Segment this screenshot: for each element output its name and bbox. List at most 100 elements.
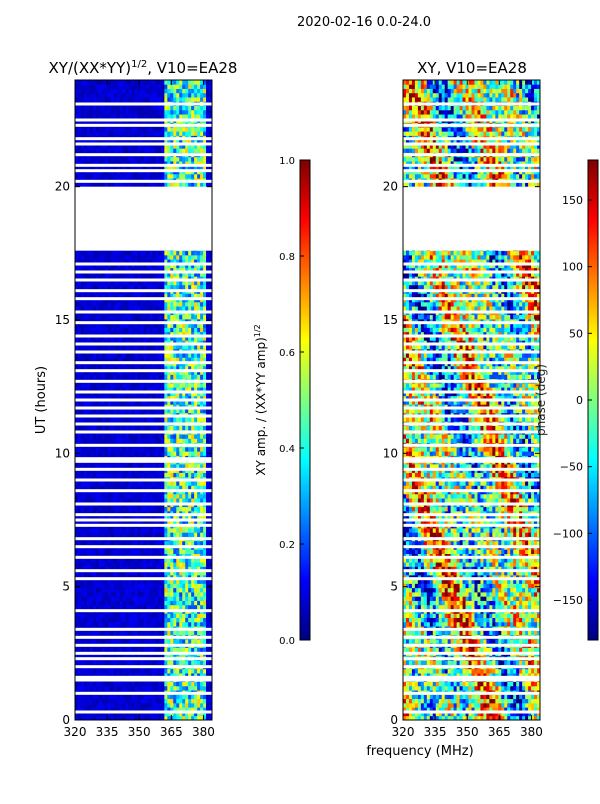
heatmap-cell <box>98 493 103 499</box>
heatmap-cell <box>152 711 156 717</box>
heatmap-cell <box>80 451 85 456</box>
heatmap-cell <box>164 702 168 708</box>
heatmap-cell <box>143 519 147 525</box>
heatmap-cell <box>122 472 127 478</box>
heatmap-cell <box>170 331 174 337</box>
heatmap-cell <box>200 301 204 307</box>
heatmap-cell <box>122 331 127 337</box>
heatmap-cell <box>86 587 91 593</box>
heatmap-cell <box>89 485 94 490</box>
heatmap-cell <box>200 395 204 401</box>
heatmap-cell <box>116 331 121 337</box>
heatmap-cell <box>83 562 88 567</box>
heatmap-cell <box>176 344 180 350</box>
heatmap-cell <box>197 336 201 341</box>
heatmap-cell <box>164 685 168 691</box>
heatmap-cell <box>191 647 195 653</box>
heatmap-cell <box>209 519 212 525</box>
heatmap-cell <box>194 566 198 572</box>
heatmap-cell <box>179 331 183 337</box>
heatmap-cell <box>140 374 144 380</box>
heatmap-cell <box>152 673 156 678</box>
heatmap-cell <box>191 630 195 636</box>
heatmap-cell <box>107 583 112 589</box>
heatmap-cell <box>170 493 174 499</box>
heatmap-cell <box>173 592 177 597</box>
heatmap-cell <box>170 327 174 333</box>
heatmap-cell <box>206 472 210 478</box>
heatmap-cell <box>185 280 189 286</box>
heatmap-cell <box>155 306 159 311</box>
heatmap-cell <box>83 382 88 388</box>
heatmap-cell <box>75 331 79 337</box>
heatmap-cell <box>191 566 195 572</box>
heatmap-cell <box>101 370 106 375</box>
heatmap-cell <box>80 515 85 520</box>
heatmap-cell <box>182 417 186 422</box>
heatmap-cell <box>119 382 124 388</box>
heatmap-cell <box>149 272 153 277</box>
heatmap-cell <box>140 592 144 597</box>
heatmap-cell <box>197 579 201 584</box>
heatmap-cell <box>161 583 165 589</box>
heatmap-cell <box>101 673 106 678</box>
heatmap-cell <box>86 596 91 601</box>
heatmap-cell <box>89 353 94 358</box>
heatmap-cell <box>164 532 168 537</box>
heatmap-cell <box>122 306 127 311</box>
heatmap-cell <box>155 621 159 627</box>
heatmap-cell <box>152 638 156 644</box>
heatmap-cell <box>200 685 204 691</box>
heatmap-cell <box>101 327 106 333</box>
heatmap-cell <box>203 528 207 533</box>
heatmap-cell <box>206 395 210 401</box>
heatmap-cell <box>113 707 118 712</box>
heatmap-cell <box>80 387 85 392</box>
heatmap-cell <box>134 694 138 700</box>
heatmap-cell <box>131 365 135 371</box>
heatmap-cell <box>209 540 212 546</box>
heatmap-cell <box>197 485 201 490</box>
heatmap-cell <box>122 267 127 273</box>
heatmap-cell <box>152 498 156 503</box>
heatmap-cell <box>101 549 106 554</box>
heatmap-cell <box>173 630 177 636</box>
heatmap-cell <box>179 374 183 380</box>
heatmap-cell <box>188 532 192 537</box>
heatmap-cell <box>92 506 97 512</box>
heatmap-cell <box>179 532 183 537</box>
heatmap-cell <box>128 417 132 422</box>
heatmap-cell <box>140 395 144 401</box>
heatmap-cell <box>104 528 109 533</box>
heatmap-cell <box>200 314 204 320</box>
heatmap-cell <box>134 336 138 341</box>
heatmap-cell <box>170 382 174 388</box>
heatmap-cell <box>146 365 150 371</box>
heatmap-cell <box>95 481 100 486</box>
heatmap-cell <box>104 306 109 311</box>
heatmap-cell <box>179 395 183 401</box>
heatmap-cell <box>158 638 162 644</box>
heatmap-cell <box>200 604 204 610</box>
heatmap-cell <box>77 493 82 499</box>
heatmap-cell <box>185 464 189 469</box>
heatmap-cell <box>149 314 153 320</box>
heatmap-cell <box>92 254 97 260</box>
heatmap-cell <box>185 306 189 311</box>
heatmap-cell <box>173 374 177 380</box>
heatmap-cell <box>116 284 121 290</box>
heatmap-cell <box>173 259 177 264</box>
heatmap-cell <box>179 668 183 674</box>
heatmap-cell <box>161 481 165 486</box>
heatmap-cell <box>170 668 174 674</box>
heatmap-cell <box>95 528 100 533</box>
heatmap-cell <box>167 498 171 503</box>
heatmap-cell <box>104 400 109 405</box>
heatmap-cell <box>128 472 132 478</box>
heatmap-cell <box>92 668 97 674</box>
heatmap-cell <box>206 673 210 678</box>
heatmap-cell <box>158 630 162 636</box>
heatmap-cell <box>152 592 156 597</box>
heatmap-cell <box>143 528 147 533</box>
heatmap-cell <box>209 336 212 341</box>
